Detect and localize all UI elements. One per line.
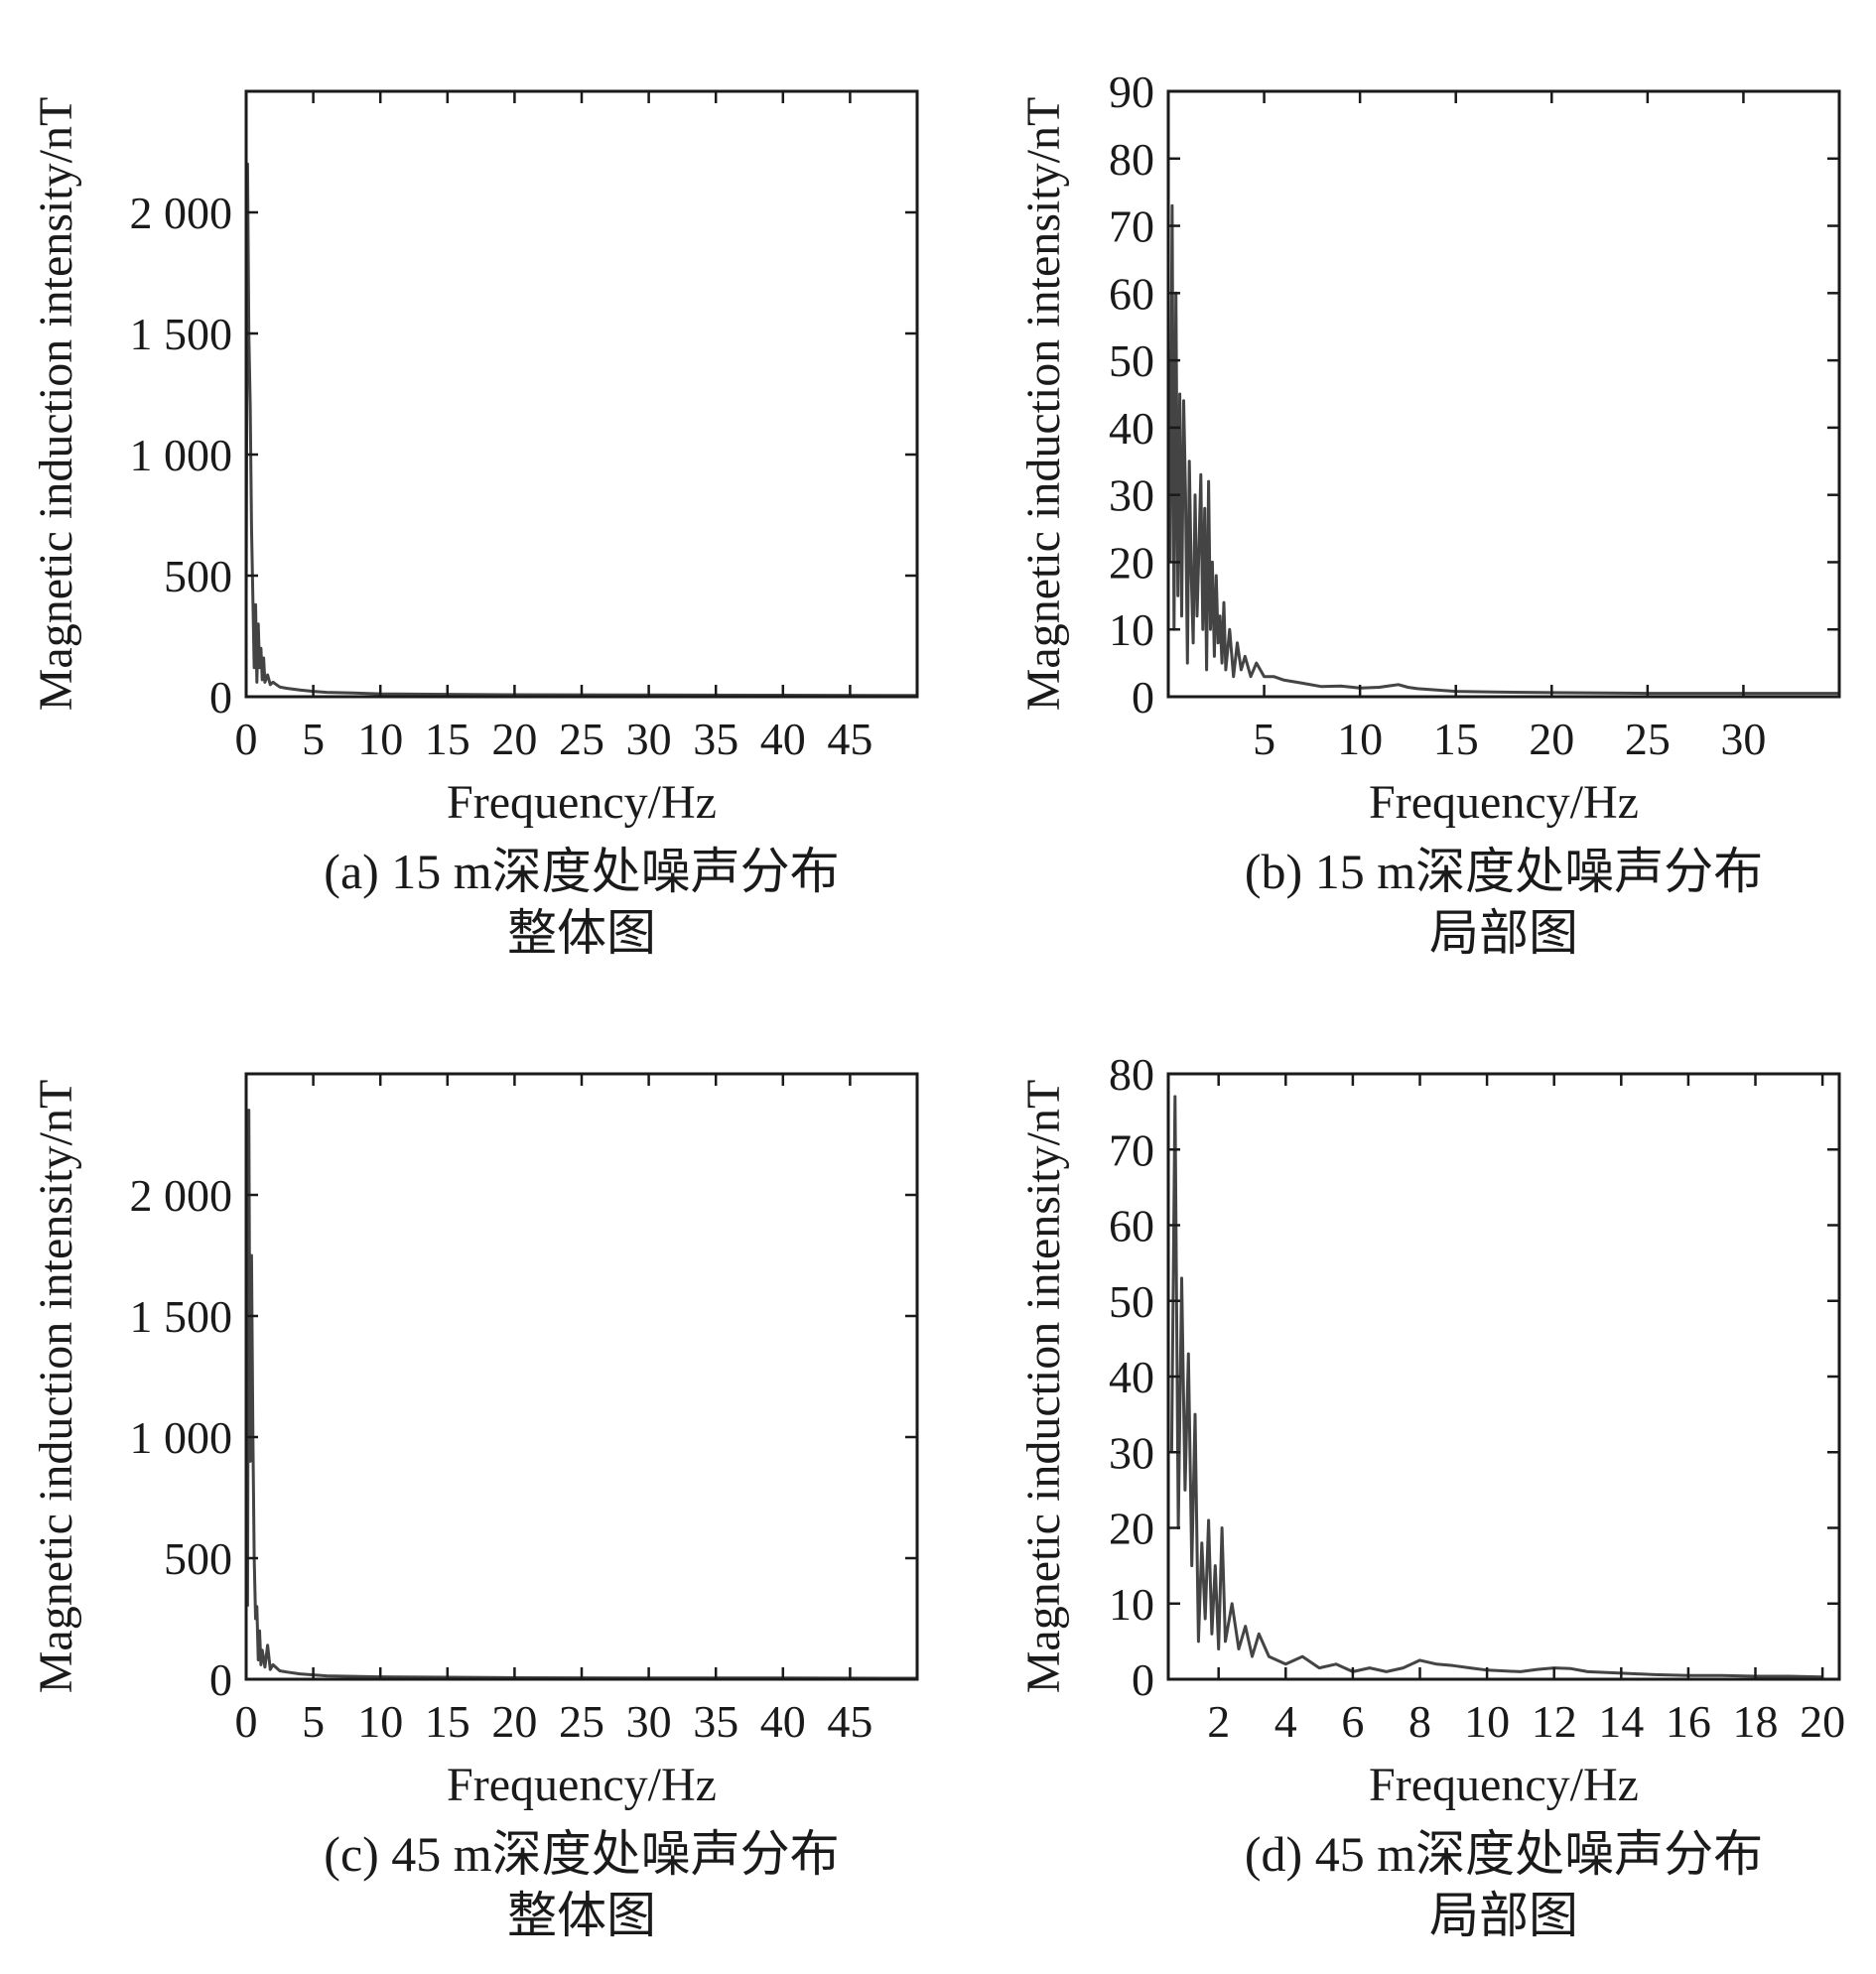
chart-caption-line: (b) 15 m深度处噪声分布 [1245, 844, 1763, 899]
y-tick-label: 2 000 [130, 1170, 233, 1221]
x-tick-label: 35 [693, 1696, 738, 1747]
x-tick-label: 45 [827, 714, 872, 764]
y-tick-label: 90 [1109, 66, 1154, 117]
y-tick-label: 40 [1109, 1352, 1154, 1402]
x-tick-label: 35 [693, 714, 738, 764]
y-tick-label: 2 000 [130, 188, 233, 238]
chart-caption-line: (c) 45 m深度处噪声分布 [324, 1826, 839, 1882]
y-tick-label: 80 [1109, 134, 1154, 185]
x-tick-label: 18 [1733, 1696, 1779, 1747]
plot-frame [1166, 89, 1841, 699]
x-tick-label: 10 [357, 714, 403, 764]
x-axis-title: Frequency/Hz [447, 776, 717, 829]
y-tick-label: 30 [1109, 470, 1154, 521]
x-tick-label: 25 [1625, 714, 1671, 764]
plot-frame [244, 1072, 919, 1681]
x-tick-label: 30 [626, 714, 672, 764]
chart-panel-b: 5 10 15 20 25 30 0 10 20 30 40 50 60 70 80 90 Frequency/… [1017, 66, 1841, 961]
y-tick-label: 1 500 [130, 309, 233, 359]
y-tick-label: 20 [1109, 1504, 1154, 1554]
x-tick-label: 2 [1207, 1696, 1230, 1747]
x-tick-label: 15 [1433, 714, 1479, 764]
x-tick-label: 45 [827, 1696, 872, 1747]
y-tick-label: 80 [1109, 1049, 1154, 1100]
y-tick-label: 70 [1109, 1124, 1154, 1175]
series-line [245, 1109, 918, 1680]
y-tick-label: 1 500 [130, 1291, 233, 1342]
y-tick-label: 1 000 [130, 430, 233, 480]
chart-caption-line: 局部图 [1429, 905, 1578, 961]
chart-caption-line: (d) 45 m深度处噪声分布 [1245, 1826, 1763, 1882]
chart-caption-line: 局部图 [1429, 1888, 1578, 1943]
x-tick-label: 25 [559, 1696, 604, 1747]
x-tick-label: 30 [1720, 714, 1766, 764]
x-axis-title: Frequency/Hz [1369, 1759, 1639, 1811]
y-tick-label: 0 [1132, 1654, 1154, 1705]
y-tick-label: 40 [1109, 403, 1154, 454]
x-tick-label: 5 [302, 1696, 325, 1747]
series-line [244, 162, 918, 698]
y-axis-title: Magnetic induction intensity/nT [30, 1080, 82, 1694]
y-tick-label: 0 [209, 1654, 232, 1705]
x-tick-label: 10 [1464, 1696, 1510, 1747]
x-tick-label: 15 [425, 714, 470, 764]
x-tick-label: 5 [1253, 714, 1275, 764]
x-tick-label: 20 [1529, 714, 1574, 764]
y-tick-label: 20 [1109, 537, 1154, 588]
x-tick-label: 30 [626, 1696, 672, 1747]
x-axis-title: Frequency/Hz [447, 1759, 717, 1811]
y-tick-label: 60 [1109, 268, 1154, 319]
x-tick-label: 6 [1341, 1696, 1364, 1747]
y-tick-label: 50 [1109, 335, 1154, 386]
series-line [1169, 1095, 1823, 1679]
y-tick-label: 10 [1109, 1579, 1154, 1630]
x-tick-label: 25 [559, 714, 604, 764]
x-tick-label: 14 [1598, 1696, 1644, 1747]
x-tick-label: 0 [235, 714, 258, 764]
x-tick-label: 10 [357, 1696, 403, 1747]
y-tick-label: 70 [1109, 201, 1154, 252]
x-tick-label: 10 [1337, 714, 1383, 764]
chart-caption-line: 整体图 [507, 1888, 656, 1943]
y-tick-label: 0 [209, 672, 232, 723]
x-tick-label: 20 [491, 714, 537, 764]
x-tick-label: 5 [302, 714, 325, 764]
plot-frame [244, 89, 919, 699]
y-tick-label: 30 [1109, 1427, 1154, 1478]
x-tick-label: 4 [1274, 1696, 1297, 1747]
x-tick-label: 15 [425, 1696, 470, 1747]
x-tick-label: 0 [235, 1696, 258, 1747]
y-axis-title: Magnetic induction intensity/nT [1017, 1080, 1070, 1694]
chart-caption-line: 整体图 [507, 905, 656, 961]
chart-caption-line: (a) 15 m深度处噪声分布 [324, 844, 839, 899]
y-tick-label: 500 [164, 1533, 232, 1584]
x-tick-label: 20 [1800, 1696, 1845, 1747]
y-tick-label: 0 [1132, 672, 1154, 723]
plot-frame [1166, 1072, 1841, 1681]
series-line [1168, 203, 1839, 696]
x-axis-title: Frequency/Hz [1369, 776, 1639, 829]
x-tick-label: 40 [760, 1696, 806, 1747]
y-axis-title: Magnetic induction intensity/nT [30, 97, 82, 712]
y-axis-title: Magnetic induction intensity/nT [1017, 97, 1070, 712]
y-tick-label: 1 000 [130, 1412, 233, 1463]
x-tick-label: 16 [1666, 1696, 1711, 1747]
x-tick-label: 8 [1408, 1696, 1431, 1747]
y-tick-label: 60 [1109, 1201, 1154, 1251]
y-tick-label: 500 [164, 551, 232, 601]
x-tick-label: 40 [760, 714, 806, 764]
y-tick-label: 50 [1109, 1276, 1154, 1327]
chart-panel-d: 2 4 6 8 10 12 14 16 18 20 0 10 20 30 40 50 60 70 80 Frequen… [1017, 1049, 1845, 1943]
x-tick-label: 20 [491, 1696, 537, 1747]
y-tick-label: 10 [1109, 604, 1154, 655]
x-tick-label: 12 [1532, 1696, 1577, 1747]
